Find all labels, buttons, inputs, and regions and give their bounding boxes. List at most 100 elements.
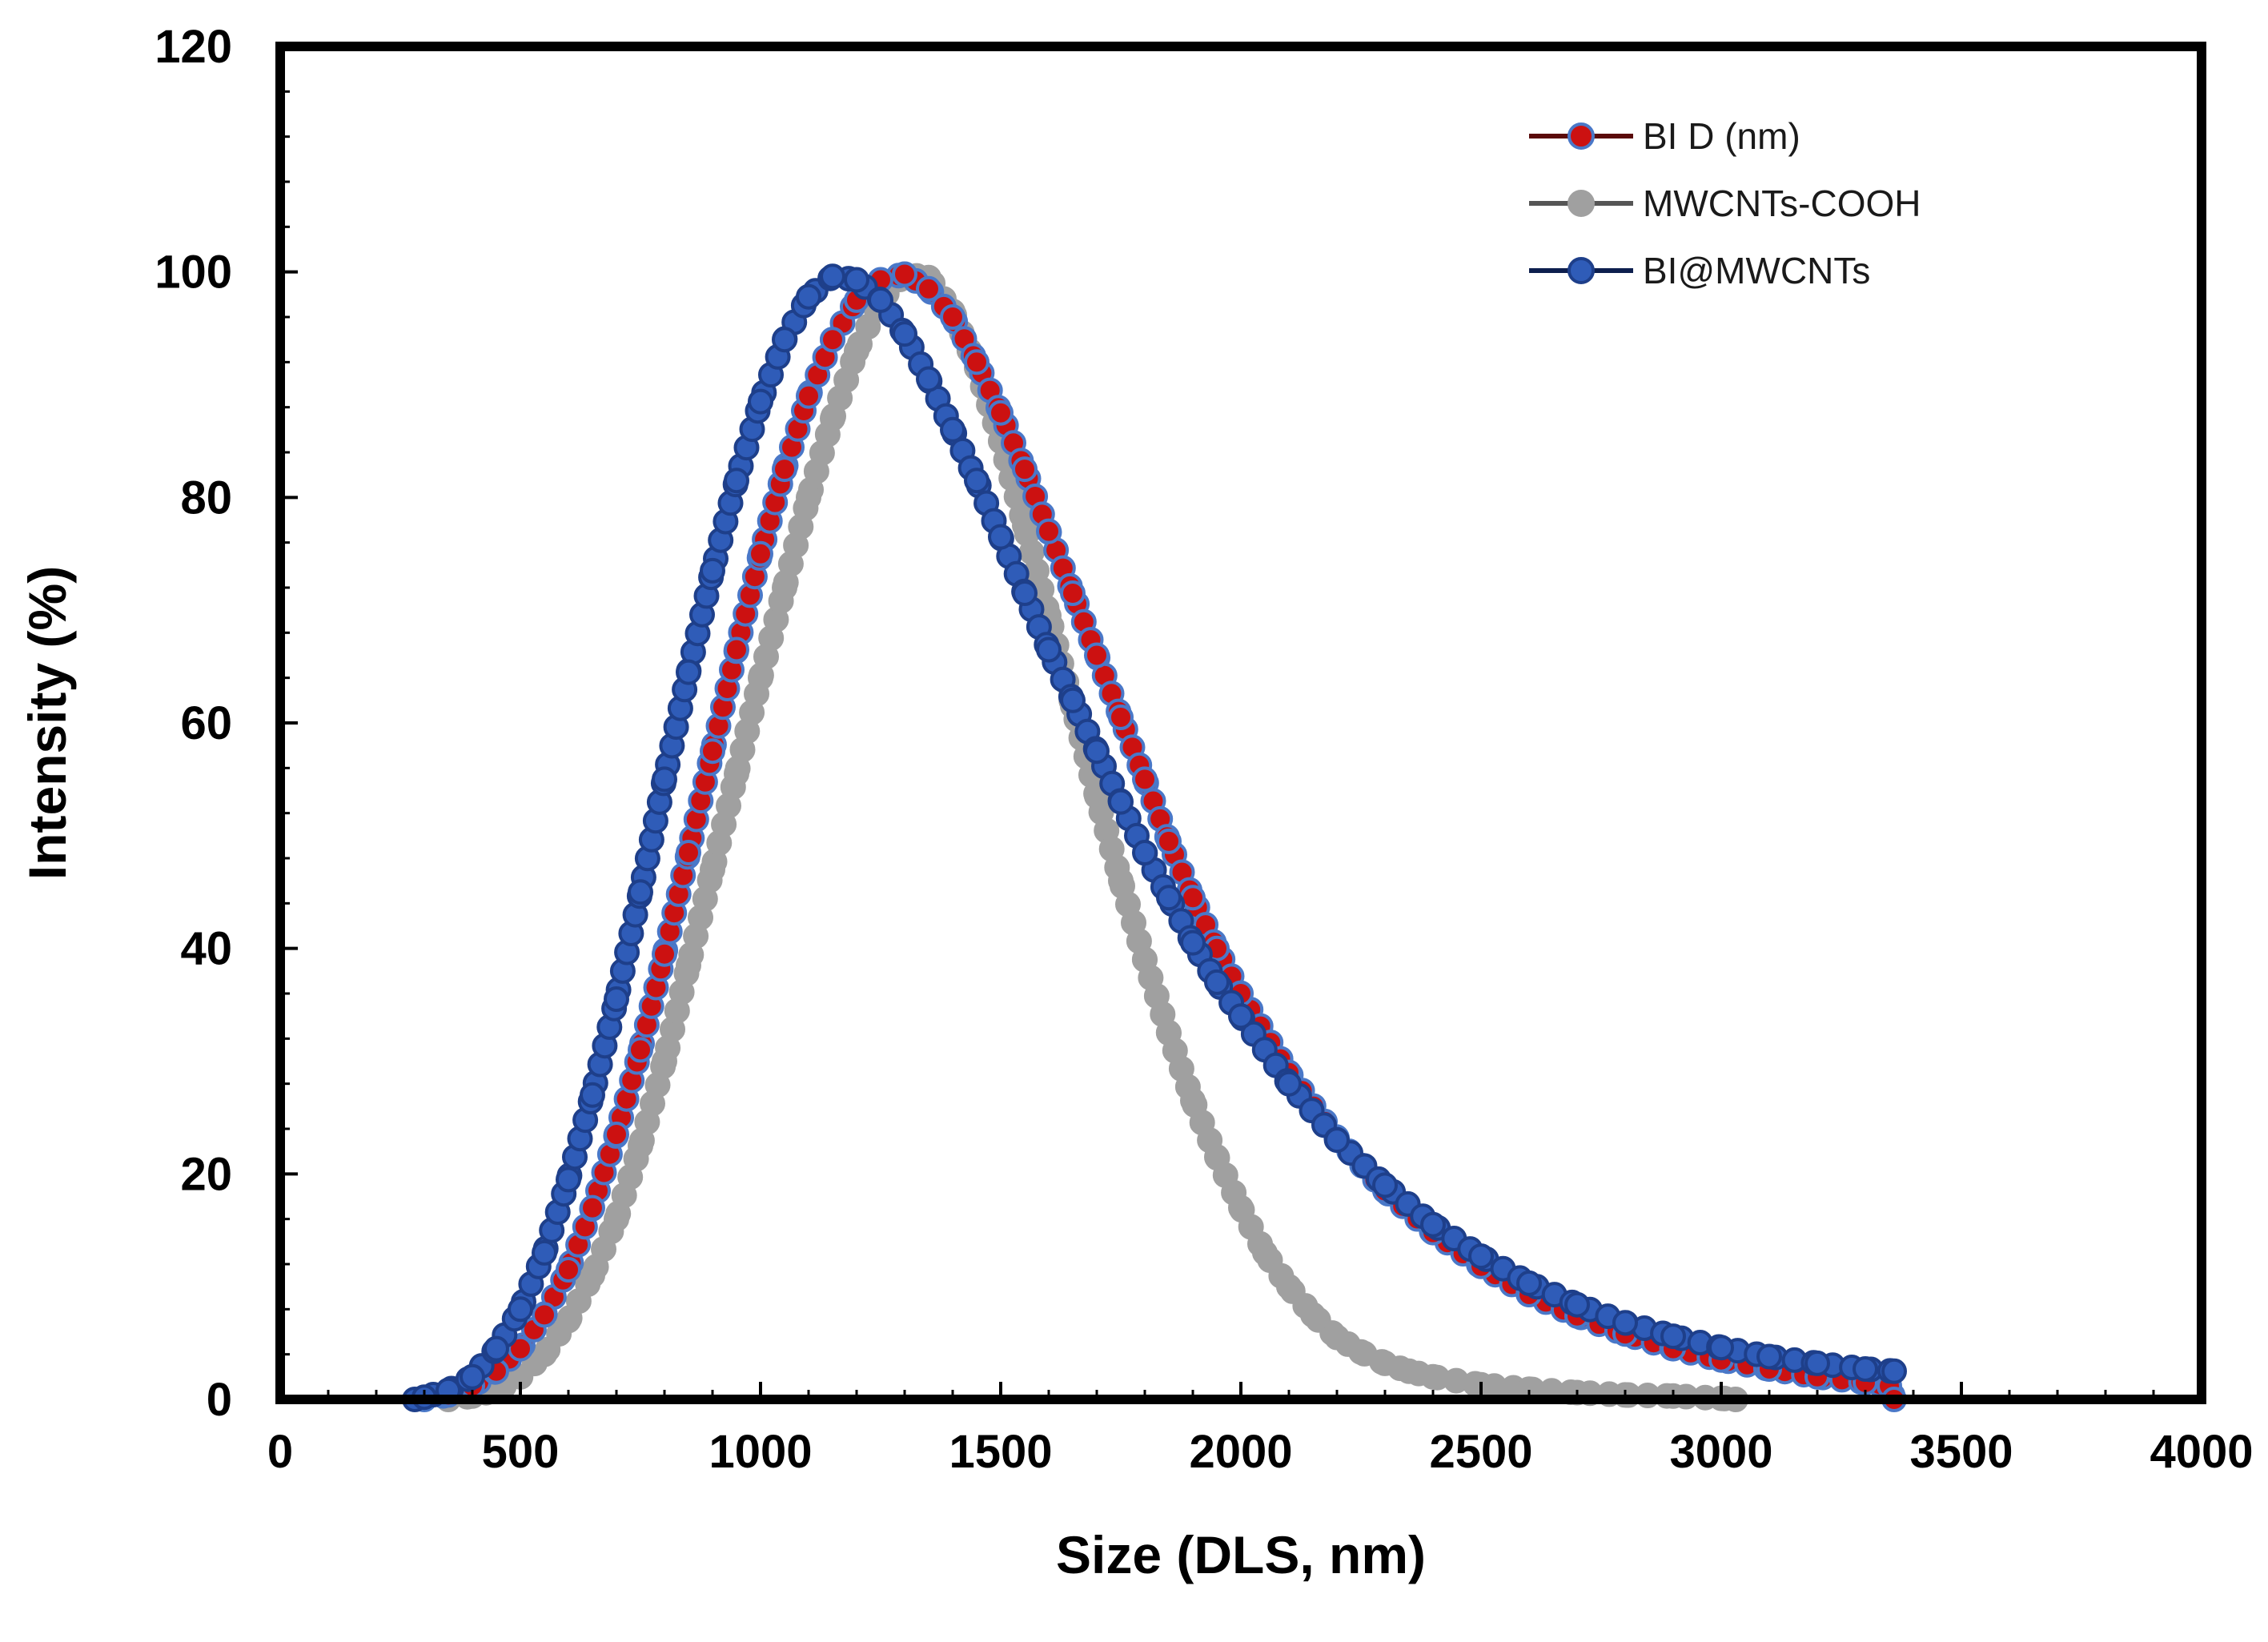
data-point (796, 283, 821, 310)
data-point (1156, 1020, 1182, 1046)
y-tick-label: 0 (207, 1374, 232, 1426)
data-point (1180, 885, 1206, 911)
data-point (964, 468, 989, 494)
x-tick-label: 3500 (1909, 1426, 2013, 1478)
data-point (772, 575, 797, 600)
data-point (1156, 885, 1182, 911)
data-point (460, 1363, 485, 1390)
data-point (772, 327, 797, 353)
data-point (1228, 1003, 1254, 1030)
series-layer (402, 261, 1907, 1412)
x-tick-label: 1000 (708, 1426, 812, 1478)
x-tick-label: 4000 (2150, 1426, 2253, 1478)
data-point (1012, 512, 1038, 539)
data-point (1132, 840, 1158, 865)
data-point (1612, 1310, 1638, 1336)
data-point (988, 524, 1014, 550)
data-point (1012, 580, 1038, 606)
data-point (628, 879, 653, 905)
data-point (748, 388, 773, 415)
data-point (580, 1194, 605, 1221)
x-tick-label: 3000 (1669, 1426, 1772, 1478)
data-point (676, 659, 701, 685)
data-point (748, 540, 773, 567)
data-point (1372, 1172, 1398, 1198)
y-tick-label: 40 (180, 923, 232, 975)
x-axis-title: Size (DLS, nm) (1056, 1525, 1426, 1584)
data-point (1108, 868, 1134, 894)
legend-label: BI D (nm) (1643, 115, 1800, 157)
legend-marker (1568, 122, 1595, 150)
data-point (676, 840, 701, 865)
data-point (1708, 1335, 1734, 1361)
data-point (1228, 1194, 1254, 1221)
data-point (604, 1122, 629, 1147)
data-point (796, 383, 821, 409)
data-point (676, 952, 701, 978)
data-point (1516, 1270, 1542, 1296)
data-point (1420, 1363, 1446, 1390)
data-point (1372, 1350, 1398, 1376)
data-point (700, 857, 725, 883)
data-point (532, 1341, 557, 1367)
data-point (772, 456, 797, 483)
data-point (1036, 518, 1062, 544)
data-point (916, 366, 941, 392)
data-point (1060, 687, 1086, 713)
data-point (1276, 1070, 1302, 1097)
data-point (892, 321, 917, 347)
data-point (580, 1263, 605, 1289)
data-point (724, 468, 749, 494)
data-point (1853, 1356, 1878, 1382)
data-point (1348, 1339, 1374, 1365)
data-point (1881, 1358, 1907, 1384)
legend-item-2: BI@MWCNTs (1529, 250, 1870, 291)
data-point (1252, 1239, 1278, 1266)
data-point (1036, 636, 1062, 663)
data-point (844, 338, 869, 364)
data-point (748, 664, 773, 691)
data-point (556, 1166, 581, 1193)
x-tick-label: 1500 (949, 1426, 1052, 1478)
data-point (1060, 580, 1086, 606)
data-point (844, 267, 869, 293)
data-point (1204, 969, 1230, 995)
data-point (1156, 828, 1182, 854)
legend-label: MWCNTs-COOH (1643, 183, 1921, 224)
data-point (964, 349, 989, 375)
y-tick-label: 20 (180, 1148, 232, 1200)
data-point (484, 1335, 509, 1362)
data-point (508, 1296, 533, 1323)
data-point (820, 405, 845, 432)
data-point (1276, 1274, 1302, 1300)
data-point (1396, 1358, 1422, 1384)
x-tick-label: 500 (482, 1426, 560, 1478)
data-point (1420, 1211, 1446, 1238)
data-point (868, 287, 893, 313)
data-point (1180, 1087, 1206, 1114)
data-point (892, 261, 917, 287)
data-point (988, 399, 1014, 426)
data-point (940, 416, 965, 443)
data-point (1084, 642, 1110, 668)
data-point (796, 484, 821, 511)
legend: BI D (nm) MWCNTs-COOH BI@MWCNTs (1529, 115, 1921, 291)
series-1 (436, 261, 1748, 1412)
x-tick-label: 0 (267, 1426, 293, 1478)
data-point (652, 941, 677, 967)
y-tick-label: 60 (180, 697, 232, 749)
data-point (1660, 1323, 1686, 1350)
data-point (1468, 1243, 1494, 1270)
x-tick-label: 2500 (1429, 1426, 1532, 1478)
data-point (1300, 1302, 1326, 1328)
data-point (1804, 1350, 1830, 1376)
data-point (1084, 738, 1110, 765)
data-point (580, 1082, 605, 1108)
data-point (1324, 1127, 1350, 1154)
y-tick-label: 80 (180, 472, 232, 524)
data-point (700, 738, 725, 765)
data-point (724, 636, 749, 663)
data-point (1108, 789, 1134, 815)
legend-item-0: BI D (nm) (1529, 115, 1800, 157)
